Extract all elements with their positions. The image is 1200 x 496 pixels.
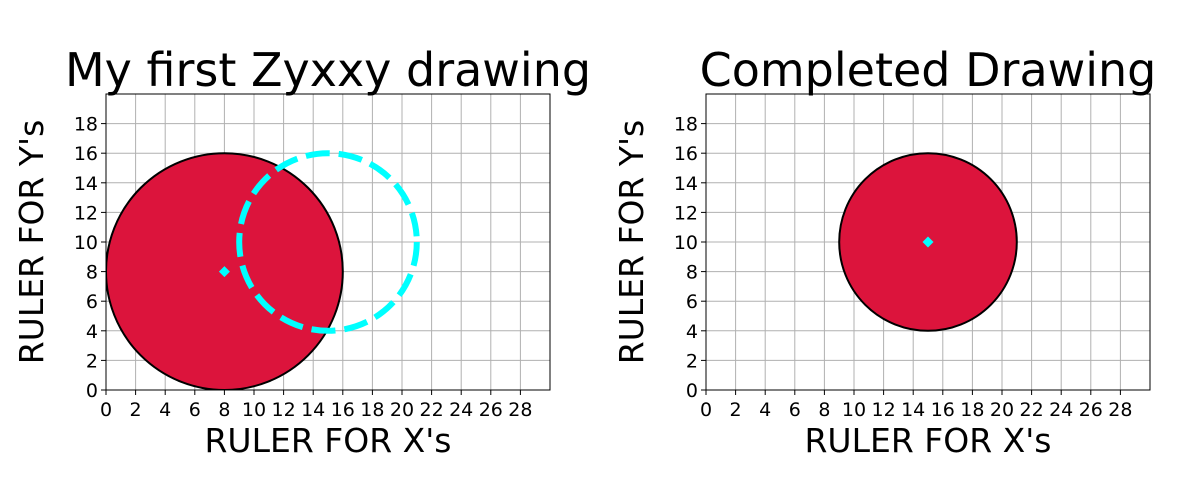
- x-axis-label: RULER FOR X's: [805, 421, 1052, 460]
- y-tick-label: 2: [86, 350, 98, 372]
- x-tick-label: 8: [218, 399, 230, 421]
- y-tick-label: 8: [686, 262, 698, 284]
- chart-panel-1: 0 2 4 6 8 10 12 14 16 18 20 22 24 26 28024681012141618…: [12, 43, 591, 460]
- y-tick-label: 18: [74, 114, 98, 136]
- y-tick-label: 6: [86, 291, 98, 313]
- x-tick-label: 4: [759, 399, 771, 421]
- x-axis-label: RULER FOR X's: [205, 421, 452, 460]
- x-tick-label: 22: [1020, 399, 1044, 421]
- x-tick-label: 0: [700, 399, 712, 421]
- x-tick-label: 12: [872, 399, 896, 421]
- y-tick-label: 14: [674, 173, 698, 195]
- x-tick-label: 6: [189, 399, 201, 421]
- x-tick-label: 26: [1079, 399, 1103, 421]
- y-tick-label: 4: [86, 321, 98, 343]
- x-tick-label: 10: [842, 399, 866, 421]
- x-tick-label: 16: [931, 399, 955, 421]
- x-tick-label: 0: [100, 399, 112, 421]
- x-tick-label: 18: [960, 399, 984, 421]
- x-tick-label: 8: [818, 399, 830, 421]
- y-tick-label: 10: [674, 232, 698, 254]
- x-tick-label: 14: [301, 399, 325, 421]
- x-tick-label: 22: [420, 399, 444, 421]
- x-tick-label: 12: [272, 399, 296, 421]
- y-tick-label: 8: [86, 262, 98, 284]
- y-tick-label: 2: [686, 350, 698, 372]
- y-tick-label: 0: [86, 380, 98, 402]
- diamond-marker: [922, 236, 934, 248]
- y-tick-label: 6: [686, 291, 698, 313]
- y-tick-label: 12: [74, 202, 98, 224]
- x-tick-label: 24: [449, 399, 473, 421]
- y-tick-label: 14: [74, 173, 98, 195]
- y-tick-label: 0: [686, 380, 698, 402]
- x-tick-label: 28: [508, 399, 532, 421]
- y-tick-label: 12: [674, 202, 698, 224]
- y-axis-label: RULER FOR Y's: [12, 120, 51, 365]
- x-tick-label: 16: [331, 399, 355, 421]
- chart-title: My first Zyxxy drawing: [65, 43, 591, 97]
- x-tick-label: 6: [789, 399, 801, 421]
- y-tick-label: 16: [74, 143, 98, 165]
- y-axis-label: RULER FOR Y's: [612, 120, 651, 365]
- y-tick-label: 18: [674, 114, 698, 136]
- x-tick-label: 2: [730, 399, 742, 421]
- x-tick-label: 20: [990, 399, 1014, 421]
- dashed-circle-2: [236, 150, 420, 334]
- x-tick-label: 4: [159, 399, 171, 421]
- diamond-marker: [218, 266, 230, 278]
- y-tick-label: 4: [686, 321, 698, 343]
- x-tick-label: 18: [360, 399, 384, 421]
- y-tick-label: 10: [74, 232, 98, 254]
- chart-panel-2: 0 2 4 6 8 10 12 14 16 18 20 22 24 26 28024681012141618…: [612, 43, 1156, 460]
- x-tick-label: 28: [1108, 399, 1132, 421]
- x-tick-label: 10: [242, 399, 266, 421]
- y-tick-label: 16: [674, 143, 698, 165]
- x-tick-label: 2: [130, 399, 142, 421]
- x-tick-label: 20: [390, 399, 414, 421]
- x-tick-label: 14: [901, 399, 925, 421]
- x-tick-label: 24: [1049, 399, 1073, 421]
- x-tick-label: 26: [479, 399, 503, 421]
- chart-title: Completed Drawing: [700, 43, 1157, 97]
